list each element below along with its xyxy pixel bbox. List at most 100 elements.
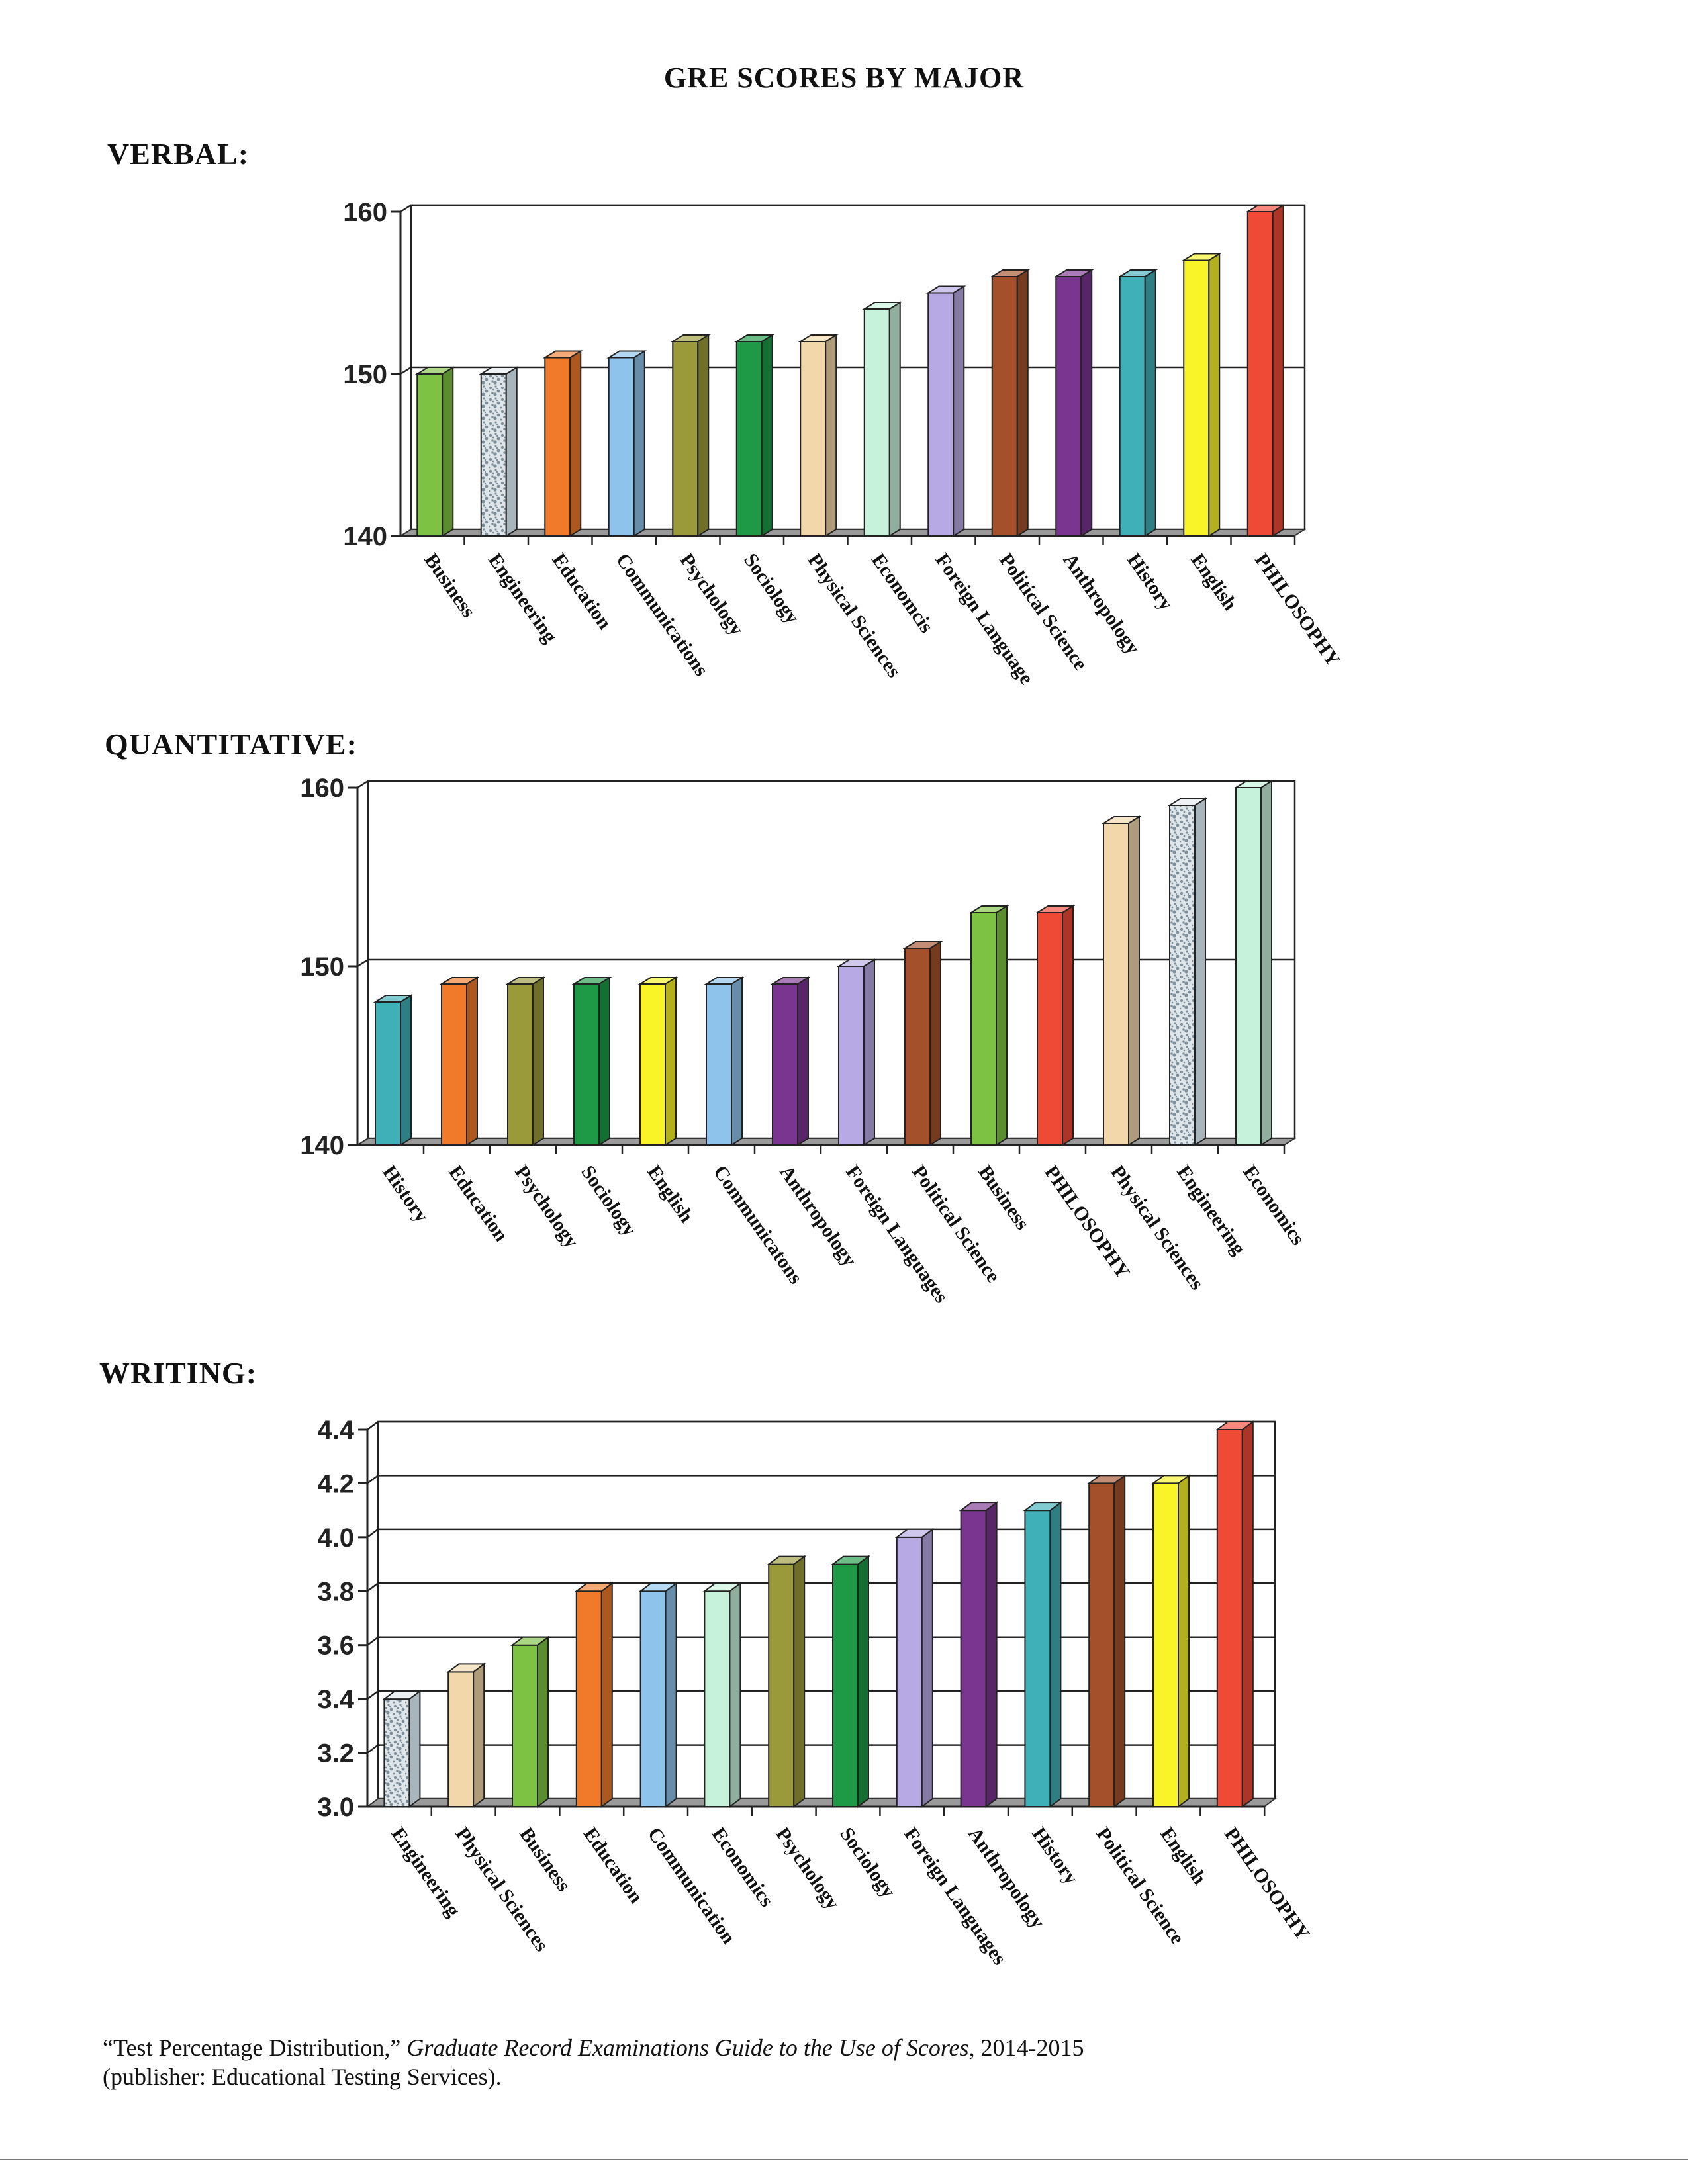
bar-top (574, 1582, 614, 1592)
bar-front (904, 948, 931, 1146)
writing-gridline (367, 1475, 1275, 1484)
bar-front (1235, 787, 1262, 1146)
bar-side (1178, 1474, 1190, 1808)
quantitative-bar-psychology (505, 976, 546, 1146)
quantitative-category-label: Education (444, 1161, 512, 1246)
verbal-y-tick-label: 150 (343, 360, 387, 389)
verbal-gridline (400, 204, 1305, 213)
quantitative-category-label: Business (974, 1161, 1033, 1234)
bar-side (1062, 905, 1074, 1146)
writing-chart: 3.03.23.43.63.84.04.24.4EngineeringPhysi… (317, 1416, 1314, 1969)
bar-front (1169, 805, 1196, 1146)
quantitative-plot-area: 140 150 160 History EducationPsychologySocio… (300, 774, 1309, 1307)
bar-side (888, 301, 901, 537)
bar-front (441, 983, 467, 1146)
bar-side (1144, 269, 1156, 537)
writing-bar-foreign-languages (894, 1527, 935, 1808)
bar-top (862, 302, 903, 310)
bar-side (400, 994, 412, 1146)
quantitative-category-label: Engineering (1172, 1161, 1250, 1259)
bar-top (902, 941, 943, 949)
bar-front (1246, 211, 1274, 537)
bar-side (600, 1582, 613, 1808)
bar-side (729, 1582, 741, 1808)
quantitative-y-tick-label: 140 (300, 1131, 344, 1160)
quantitative-bar-engineering (1167, 797, 1208, 1146)
bar-side (731, 976, 743, 1146)
writing-y-tick-label: 4.4 (317, 1416, 354, 1445)
bar-top (439, 977, 480, 985)
verbal-bar-engineering (479, 366, 520, 537)
bar-side (537, 1635, 549, 1808)
bar-top (670, 334, 711, 342)
bar-front (704, 1590, 731, 1807)
bar-side (857, 1555, 869, 1808)
bar-front (512, 1644, 538, 1808)
bar-top (704, 977, 745, 985)
writing-bar-communication (638, 1582, 679, 1808)
verbal-bar-economcis (862, 301, 903, 537)
verbal-bar-business (414, 366, 455, 537)
verbal-y-tick-label: 160 (343, 198, 387, 227)
bar-front (772, 983, 798, 1146)
bar-side (598, 976, 610, 1146)
bar-side (408, 1690, 421, 1808)
bar-top (968, 905, 1009, 913)
bar-top (798, 334, 839, 342)
writing-gridline (367, 1420, 1275, 1430)
verbal-category-label: PHILOSOPHY (1250, 549, 1344, 670)
bar-top (770, 977, 811, 985)
bar-top (1167, 798, 1208, 806)
writing-bar-history (1023, 1501, 1063, 1808)
bar-top (638, 1582, 679, 1592)
writing-y-tick-label: 3.2 (317, 1739, 354, 1768)
bar-top (734, 334, 775, 342)
citation-year: , 2014-2015 (968, 2034, 1084, 2061)
bar-side (797, 976, 809, 1146)
bar-front (991, 276, 1018, 537)
bar-top (1233, 780, 1274, 788)
quantitative-bar-history (373, 994, 414, 1146)
bar-top (831, 1555, 870, 1565)
bar-side (1272, 204, 1284, 537)
bar-side (466, 976, 478, 1146)
bar-front (1152, 1482, 1179, 1808)
writing-bar-economics (702, 1582, 743, 1808)
writing-floor (365, 1798, 1277, 1807)
bar-top (382, 1690, 422, 1700)
writing-category-label: PHILOSOPHY (1220, 1823, 1314, 1944)
verbal-bar-anthropology (1053, 269, 1094, 537)
bar-top (505, 977, 546, 985)
writing-bar-anthropology (959, 1501, 999, 1808)
bar-side (633, 349, 645, 537)
bar-front (1037, 912, 1063, 1146)
bar-front (573, 983, 600, 1146)
bar-side (1208, 252, 1221, 537)
citation-publication: Graduate Record Examinations Guide to th… (406, 2034, 969, 2061)
citation-line-1: “Test Percentage Distribution,” Graduate… (103, 2033, 1559, 2062)
verbal-bar-foreign-language (925, 285, 966, 537)
bar-front (1119, 276, 1146, 537)
writing-category-label: Education (579, 1823, 647, 1907)
bar-side (1113, 1474, 1126, 1808)
verbal-category-label: English (1187, 549, 1242, 614)
writing-category-label: History (1028, 1823, 1082, 1888)
bar-top (836, 959, 877, 967)
quantitative-bar-anthropology (770, 976, 811, 1146)
quantitative-category-label: Economics (1239, 1161, 1309, 1249)
bar-side (665, 976, 677, 1146)
writing-bar-business (510, 1635, 550, 1808)
quantitative-y-tick-label: 160 (300, 774, 344, 803)
quantitative-bar-foreign-languages (836, 958, 877, 1146)
writing-bar-political-science (1087, 1474, 1127, 1808)
bar-front (383, 1698, 410, 1807)
bar-front (1183, 259, 1210, 537)
bar-top (1215, 1421, 1255, 1430)
bar-front (960, 1510, 987, 1807)
bar-side (1128, 815, 1140, 1146)
bar-top (1023, 1502, 1063, 1512)
bar-side (665, 1582, 677, 1808)
bar-top (542, 350, 583, 359)
bar-side (1080, 269, 1093, 537)
bar-front (608, 357, 635, 537)
